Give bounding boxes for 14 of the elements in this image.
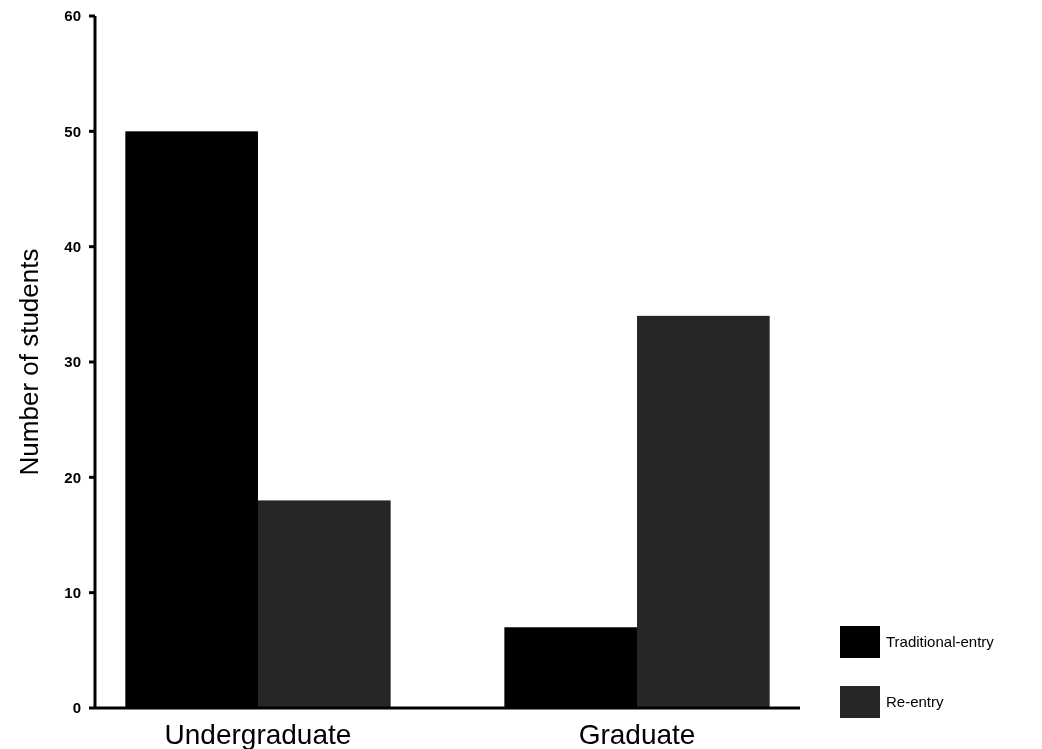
y-tick-label: 50 (64, 122, 81, 140)
bar (637, 315, 770, 708)
y-tick-label: 0 (72, 699, 81, 717)
x-tick-label: Graduate (578, 719, 696, 749)
y-tick-label: 30 (64, 353, 81, 371)
y-tick-label: 40 (64, 237, 81, 255)
x-tick-label: Undergraduate (164, 719, 352, 749)
legend-label: Re-entry (886, 693, 945, 711)
y-axis-title: Number of students (14, 248, 44, 476)
y-tick-label: 20 (64, 468, 81, 486)
y-tick-label: 60 (64, 7, 81, 25)
legend-label: Traditional-entry (886, 633, 995, 651)
y-tick-label: 10 (64, 583, 81, 601)
bar (257, 500, 391, 708)
